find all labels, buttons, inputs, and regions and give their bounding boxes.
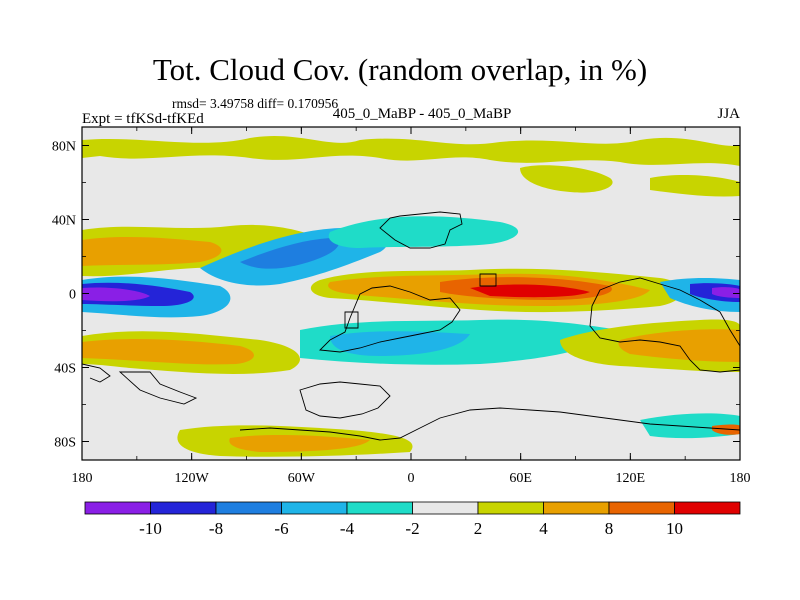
colorbar-label: -2: [405, 519, 419, 538]
outline-north-landmass: [379, 211, 463, 249]
outline-southwest-coast: [82, 363, 111, 383]
outline-west-islands: [118, 371, 198, 405]
north-pacific-strong-negative: [240, 238, 339, 269]
outline-small-island: [344, 311, 359, 329]
colorbar-swatch: [543, 501, 610, 515]
lon-tick-label: 120W: [175, 471, 210, 486]
contour-fields: [82, 136, 740, 457]
equatorial-east-red: [470, 284, 590, 298]
lat-tick-label: 80N: [52, 140, 76, 155]
north-midlat-orange: [82, 236, 222, 266]
colorbar-label: -4: [340, 519, 355, 538]
outline-central-landmass: [319, 285, 461, 353]
antarctic-orange: [229, 434, 370, 452]
colorbar-swatch: [608, 501, 675, 515]
south-midlat-orange: [82, 339, 254, 365]
colorbar-label: -10: [139, 519, 162, 538]
colorbar-label: 8: [605, 519, 614, 538]
arctic-patch-east: [650, 175, 740, 197]
longitude-axis: 180 120W 60W 0 60E 120E 180: [72, 127, 751, 486]
continent-outlines: [82, 211, 740, 441]
colorbar-label: -6: [274, 519, 288, 538]
colorbar: -10 -8 -6 -4 -2 2 4 8 10: [84, 501, 741, 538]
arctic-patch: [520, 165, 613, 193]
lat-tick-label: 80S: [54, 436, 76, 451]
colorbar-swatch: [215, 501, 282, 515]
colorbar-swatch: [346, 501, 413, 515]
lon-tick-label: 120E: [616, 471, 646, 486]
lon-tick-label: 60W: [288, 471, 316, 486]
lon-tick-label: 180: [72, 471, 93, 486]
period-label: 405_0_MaBP - 405_0_MaBP: [332, 106, 512, 122]
outline-southern-landmass: [299, 381, 391, 419]
equatorial-west-core: [82, 287, 150, 302]
antarctic-east-red: [712, 424, 740, 435]
colorbar-label: -8: [209, 519, 223, 538]
lon-tick-label: 0: [408, 471, 415, 486]
outline-eastern-landmass: [589, 277, 740, 373]
north-atlantic-negative: [328, 216, 519, 248]
colorbar-swatch: [477, 501, 544, 515]
outline-polar-coast: [239, 407, 740, 441]
lon-tick-label: 180: [730, 471, 751, 486]
colorbar-swatch: [412, 501, 479, 515]
colorbar-swatch: [281, 501, 348, 515]
colorbar-label: 10: [666, 519, 683, 538]
season-label: JJA: [717, 106, 740, 122]
stats-line: rmsd= 3.49758 diff= 0.170956: [172, 96, 339, 111]
lat-tick-label: 40S: [54, 362, 76, 377]
outline-east-islet: [479, 273, 497, 287]
colorbar-swatch: [150, 501, 217, 515]
arctic-positive-band: [82, 136, 740, 166]
latitude-axis: 80N 40N 0 40S 80S: [52, 140, 740, 451]
colorbar-label: 4: [539, 519, 548, 538]
colorbar-label: 2: [474, 519, 483, 538]
lon-tick-label: 60E: [509, 471, 532, 486]
colorbar-swatch: [84, 501, 151, 515]
map-title: Tot. Cloud Cov. (random overlap, in %): [152, 52, 648, 87]
equatorial-far-east-purple: [712, 287, 740, 298]
experiment-label: Expt = tfKSd-tfKEd: [82, 111, 204, 127]
colorbar-swatch: [674, 501, 741, 515]
lat-tick-label: 40N: [52, 214, 76, 229]
lat-tick-label: 0: [69, 288, 76, 303]
southern-tropic-blue: [330, 331, 470, 356]
